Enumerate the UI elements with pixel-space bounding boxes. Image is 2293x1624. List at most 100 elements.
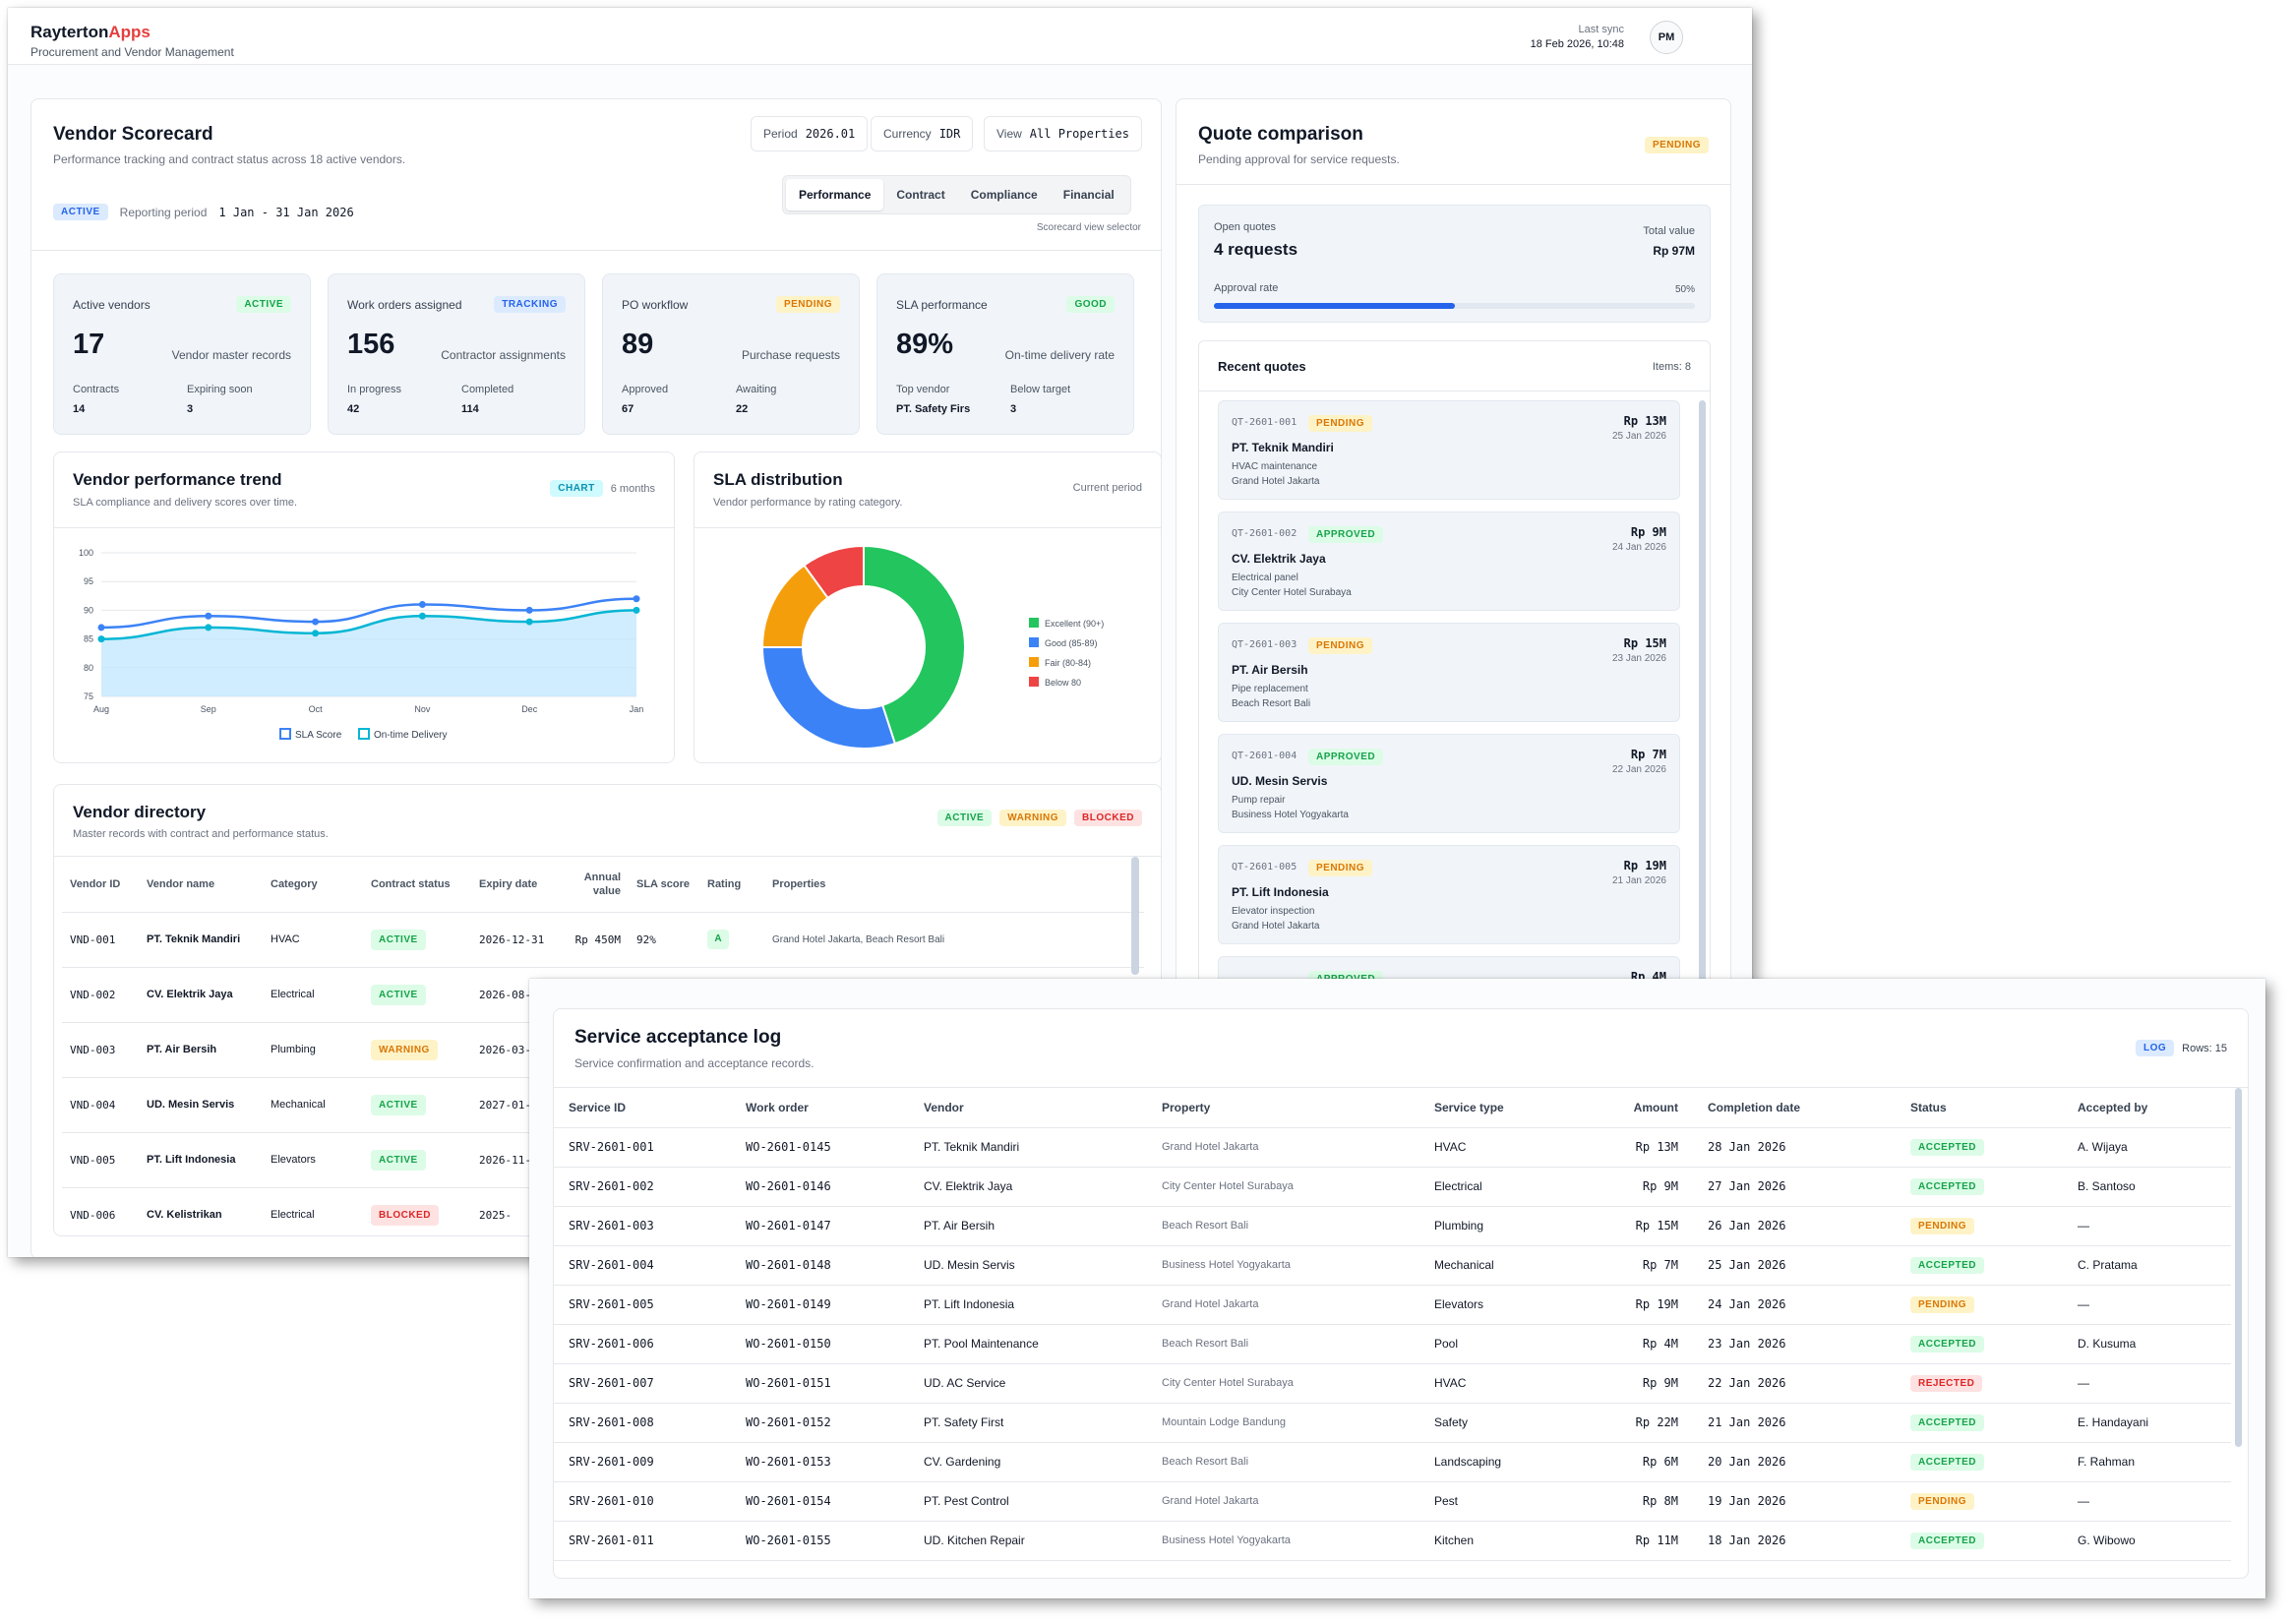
vendor-name[interactable]: PT. Teknik Mandiri	[139, 912, 263, 968]
data-point[interactable]	[97, 635, 105, 643]
data-point[interactable]	[312, 630, 320, 637]
col-category[interactable]: Category	[263, 857, 363, 913]
table-row[interactable]: SRV-2601-004 WO-2601-0148 UD. Mesin Servis…	[554, 1245, 2231, 1286]
legend-label: Fair (80-84)	[1045, 658, 1091, 668]
service-status-badge: PENDING	[1910, 1217, 1975, 1234]
table-row[interactable]: SRV-2601-010 WO-2601-0154 PT. Pest Control…	[554, 1481, 2231, 1522]
data-point[interactable]	[633, 595, 640, 603]
col-accepted-by[interactable]: Accepted by	[2063, 1088, 2231, 1128]
col-work-order[interactable]: Work order	[731, 1088, 909, 1128]
data-point[interactable]	[97, 624, 105, 632]
table-row[interactable]: SRV-2601-001 WO-2601-0145 PT. Teknik Mandi…	[554, 1127, 2231, 1168]
x-tick-label: Nov	[414, 704, 431, 714]
col-service-id[interactable]: Service ID	[554, 1088, 731, 1128]
col-properties[interactable]: Properties	[764, 857, 1144, 913]
tab-performance[interactable]: Performance	[786, 179, 884, 211]
service-vendor: UD. Kitchen Repair	[909, 1521, 1147, 1561]
vendor-name[interactable]: CV. Elektrik Jaya	[139, 967, 263, 1023]
data-point[interactable]	[418, 612, 426, 620]
col-vendor[interactable]: Vendor	[909, 1088, 1147, 1128]
log-scrollbar[interactable]	[2235, 1088, 2242, 1447]
table-row[interactable]: SRV-2601-006 WO-2601-0150 PT. Pool Mainten…	[554, 1324, 2231, 1364]
table-row[interactable]: SRV-2601-003 WO-2601-0147 PT. Air Bersih Be…	[554, 1206, 2231, 1246]
col-rating[interactable]: Rating	[699, 857, 764, 913]
vendor-category: HVAC	[263, 912, 363, 968]
period-filter[interactable]: Period 2026.01	[751, 116, 869, 151]
quote-amount: Rp 13M	[1623, 414, 1666, 428]
reporting-period-value: 1 Jan - 31 Jan 2026	[218, 205, 354, 219]
col-service-type[interactable]: Service type	[1419, 1088, 1587, 1128]
quote-amount: Rp 7M	[1630, 748, 1666, 761]
table-row[interactable]: SRV-2601-008 WO-2601-0152 PT. Safety First…	[554, 1403, 2231, 1443]
service-amount: Rp 6M	[1587, 1442, 1693, 1482]
data-point[interactable]	[418, 601, 426, 609]
table-row[interactable]: SRV-2601-002 WO-2601-0146 CV. Elektrik Jay…	[554, 1167, 2231, 1207]
col-amount[interactable]: Amount	[1587, 1088, 1693, 1128]
quote-status-badge: PENDING	[1308, 637, 1373, 654]
donut-slice[interactable]	[760, 646, 897, 750]
quote-card[interactable]: QT-2601-004 APPROVED UD. Mesin Servis Pump …	[1218, 734, 1680, 833]
quotes-scrollbar[interactable]	[1699, 400, 1706, 1010]
col-vendor-id[interactable]: Vendor ID	[62, 857, 139, 913]
quote-card[interactable]: QT-2601-003 PENDING PT. Air Bersih Pipe rep…	[1218, 623, 1680, 722]
quote-date: 24 Jan 2026	[1611, 542, 1666, 553]
col-annual-value[interactable]: Annual value	[558, 857, 629, 913]
table-row[interactable]: VND-001 PT. Teknik Mandiri HVAC ACTIVE 2026-…	[62, 912, 1144, 968]
kpi-sub-label: Contracts	[73, 384, 120, 395]
table-row[interactable]: SRV-2601-009 WO-2601-0153 CV. Gardening Bea…	[554, 1442, 2231, 1482]
user-avatar[interactable]: PM	[1650, 21, 1683, 54]
quote-card[interactable]: QT-2601-005 PENDING PT. Lift Indonesia Elev…	[1218, 845, 1680, 944]
sla-period: Current period	[1072, 482, 1142, 494]
tab-compliance[interactable]: Compliance	[970, 188, 1038, 202]
legend-swatch	[1029, 677, 1039, 687]
currency-filter[interactable]: Currency IDR	[871, 116, 974, 151]
vendor-name[interactable]: UD. Mesin Servis	[139, 1077, 263, 1133]
directory-scrollbar[interactable]	[1131, 857, 1139, 975]
quote-card[interactable]: QT-2601-001 PENDING PT. Teknik Mandiri HVAC…	[1218, 400, 1680, 500]
kpi-work-orders[interactable]: Work orders assigned TRACKING 156 Contra…	[328, 273, 585, 435]
service-property: Grand Hotel Jakarta	[1147, 1285, 1419, 1325]
work-order: WO-2601-0148	[731, 1245, 909, 1286]
donut-slice[interactable]	[863, 544, 966, 746]
vendor-name[interactable]: PT. Air Bersih	[139, 1022, 263, 1078]
donut-slice[interactable]	[803, 544, 865, 600]
data-point[interactable]	[633, 606, 640, 614]
kpi-po-workflow[interactable]: PO workflow PENDING 89 Purchase requests…	[602, 273, 860, 435]
quotes-title: Quote comparison	[1198, 124, 1363, 145]
tab-contract[interactable]: Contract	[896, 188, 945, 202]
col-sla-score[interactable]: SLA score	[629, 857, 699, 913]
service-id: SRV-2601-008	[554, 1403, 731, 1443]
data-point[interactable]	[205, 612, 212, 620]
directory-title: Vendor directory	[73, 803, 207, 821]
table-row[interactable]: SRV-2601-011 WO-2601-0155 UD. Kitchen Repa…	[554, 1521, 2231, 1561]
col-property[interactable]: Property	[1147, 1088, 1419, 1128]
quote-card[interactable]: QT-2601-002 APPROVED CV. Elektrik Jaya Elec…	[1218, 511, 1680, 611]
view-filter[interactable]: View All Properties	[984, 116, 1142, 151]
data-point[interactable]	[525, 618, 533, 626]
data-point[interactable]	[525, 606, 533, 614]
data-point[interactable]	[312, 618, 320, 626]
kpi-sub-value: PT. Safety Firs	[896, 403, 971, 415]
trend-range: 6 months	[610, 482, 655, 495]
col-expiry-date[interactable]: Expiry date	[471, 857, 558, 913]
table-row[interactable]: SRV-2601-005 WO-2601-0149 PT. Lift Indones…	[554, 1285, 2231, 1325]
service-type: Elevators	[1419, 1285, 1587, 1325]
legend-warning-badge: WARNING	[999, 810, 1067, 826]
kpi-note: Contractor assignments	[441, 348, 566, 362]
col-status[interactable]: Status	[1896, 1088, 2063, 1128]
col-completion-date[interactable]: Completion date	[1693, 1088, 1896, 1128]
col-contract-status[interactable]: Contract status	[363, 857, 471, 913]
tab-financial[interactable]: Financial	[1062, 188, 1115, 202]
service-id: SRV-2601-001	[554, 1127, 731, 1168]
quote-amount: Rp 9M	[1630, 525, 1666, 539]
table-row[interactable]: SRV-2601-007 WO-2601-0151 UD. AC Service Ci…	[554, 1363, 2231, 1404]
col-vendor-name[interactable]: Vendor name	[139, 857, 263, 913]
completion-date: 24 Jan 2026	[1693, 1285, 1896, 1325]
kpi-sla-performance[interactable]: SLA performance GOOD 89% On-time deliver…	[876, 273, 1134, 435]
vendor-name[interactable]: PT. Lift Indonesia	[139, 1132, 263, 1188]
vendor-name[interactable]: CV. Kelistrikan	[139, 1187, 263, 1235]
brand-logo[interactable]: RaytertonApps	[30, 23, 151, 42]
data-point[interactable]	[205, 624, 212, 632]
kpi-active-vendors[interactable]: Active vendors ACTIVE 17 Vendor master r…	[53, 273, 311, 435]
service-property: Beach Resort Bali	[1147, 1442, 1419, 1482]
